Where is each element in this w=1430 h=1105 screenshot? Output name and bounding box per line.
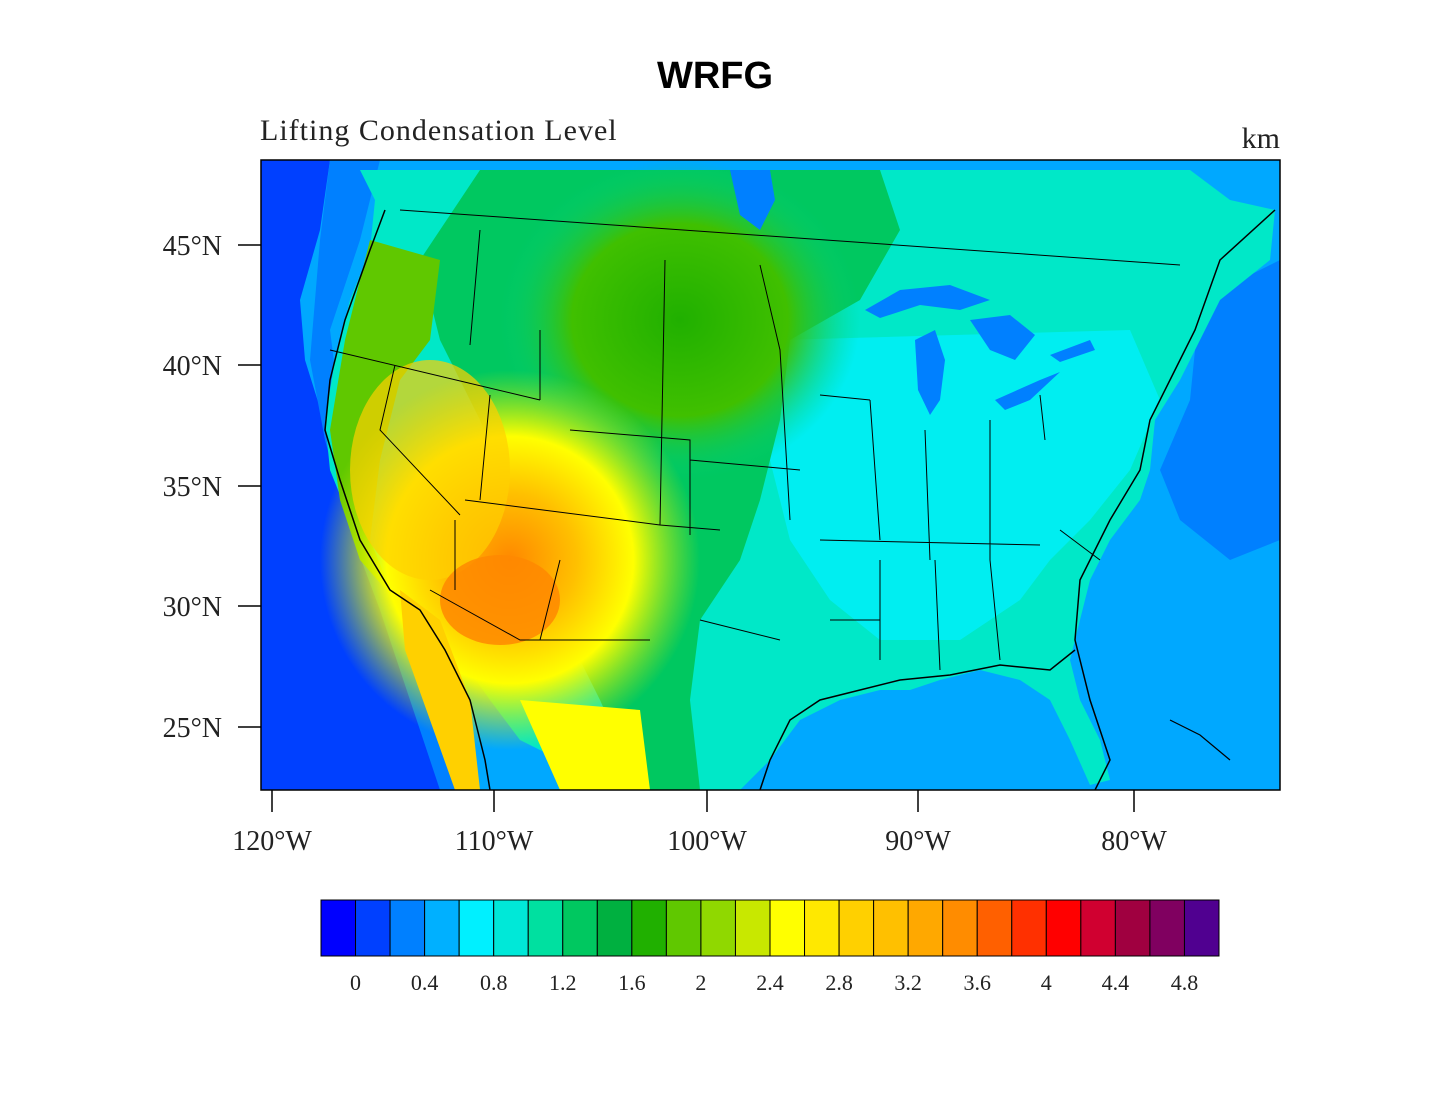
state-boundaries [329, 209, 1181, 671]
cuba-coast [1169, 719, 1231, 761]
colorbar-label: 4.8 [1171, 970, 1199, 995]
lake-superior [865, 285, 990, 318]
colorbar-swatch [458, 899, 495, 957]
gulf-coastline [759, 649, 1076, 790]
lake-ontario [1050, 340, 1095, 362]
colorbar-swatch [1045, 899, 1082, 957]
colorbar-swatch [1080, 899, 1116, 957]
colorbar-swatch [493, 899, 529, 957]
lat-tick-label: 45°N [163, 231, 222, 262]
colorbar-swatch [769, 899, 806, 957]
desert-peak [440, 555, 560, 645]
colorbar-label: 1.2 [549, 970, 577, 995]
lake-huron [970, 315, 1035, 360]
colorbar-swatch [734, 899, 771, 957]
lon-tick-label: 80°W [1101, 826, 1167, 857]
colorbar-swatch [424, 899, 460, 957]
colorbar-label: 1.6 [618, 970, 646, 995]
colorbar-swatch [562, 899, 598, 957]
units-label: km [1241, 122, 1280, 155]
atlantic-deep [1160, 260, 1280, 560]
colorbar-swatch [1114, 899, 1151, 957]
great-basin-heat [350, 360, 510, 580]
lon-tick-label: 100°W [667, 826, 747, 857]
colorbar-swatch [665, 899, 702, 957]
pacific-deep [261, 160, 450, 790]
colorbar-label: 3.2 [894, 970, 922, 995]
lat-tick-label: 40°N [163, 351, 222, 382]
colorbar-swatch [355, 899, 391, 957]
colorbar-swatch [942, 899, 978, 957]
colorbar-swatch [873, 899, 909, 957]
colorbar-labels: 0 0.4 0.8 1.2 1.6 2 2.4 2.8 3.2 3.6 4 4.4 4.8 [350, 970, 1198, 995]
colorbar-swatch [907, 899, 944, 957]
map-title: WRFG [656, 55, 774, 97]
colorbar-swatch [631, 899, 667, 957]
colorbar-label: 0 [350, 970, 361, 995]
colorbar-label: 0.8 [480, 970, 508, 995]
colorbar-label: 2.4 [756, 970, 784, 995]
east-cyan-zone [770, 330, 1160, 640]
lake-winnipeg [730, 170, 775, 230]
colorbar-swatch [596, 899, 633, 957]
lat-tick-label: 35°N [163, 472, 222, 503]
longitude-axis: 120°W 110°W 100°W 90°W 80°W [232, 790, 1167, 857]
mexico-yellow [520, 700, 650, 790]
lake-michigan [915, 330, 945, 415]
pacific-coastline [324, 209, 491, 790]
colorbar-swatch [1149, 899, 1185, 957]
colorbar [320, 899, 1220, 957]
colorbar-swatch [527, 899, 564, 957]
latitude-axis: 45°N 40°N 35°N 30°N 25°N [163, 231, 261, 744]
plot-frame [260, 159, 1281, 791]
lon-tick-label: 120°W [232, 826, 312, 857]
colorbar-swatch [838, 899, 875, 957]
atlantic-coastline [1074, 209, 1276, 790]
colorbar-label: 3.6 [963, 970, 991, 995]
colorbar-swatch [320, 899, 357, 957]
colorbar-label: 0.4 [411, 970, 439, 995]
colorbar-swatch [804, 899, 840, 957]
lon-tick-label: 110°W [455, 826, 534, 857]
colorbar-label: 4.4 [1102, 970, 1130, 995]
colorbar-label: 4 [1041, 970, 1052, 995]
colorbar-swatch [389, 899, 426, 957]
colorbar-swatch [1011, 899, 1047, 957]
lat-tick-label: 25°N [163, 713, 222, 744]
colorbar-label: 2.8 [825, 970, 853, 995]
colorbar-swatch [700, 899, 736, 957]
lat-tick-label: 30°N [163, 592, 222, 623]
colorbar-swatch [976, 899, 1013, 957]
map-field [261, 160, 1280, 790]
colorbar-swatch [1183, 899, 1220, 957]
variable-label: Lifting Condensation Level [260, 114, 618, 147]
baja-warm [400, 590, 480, 790]
lon-tick-label: 90°W [885, 826, 951, 857]
colorbar-label: 2 [695, 970, 706, 995]
lake-erie [995, 372, 1060, 410]
